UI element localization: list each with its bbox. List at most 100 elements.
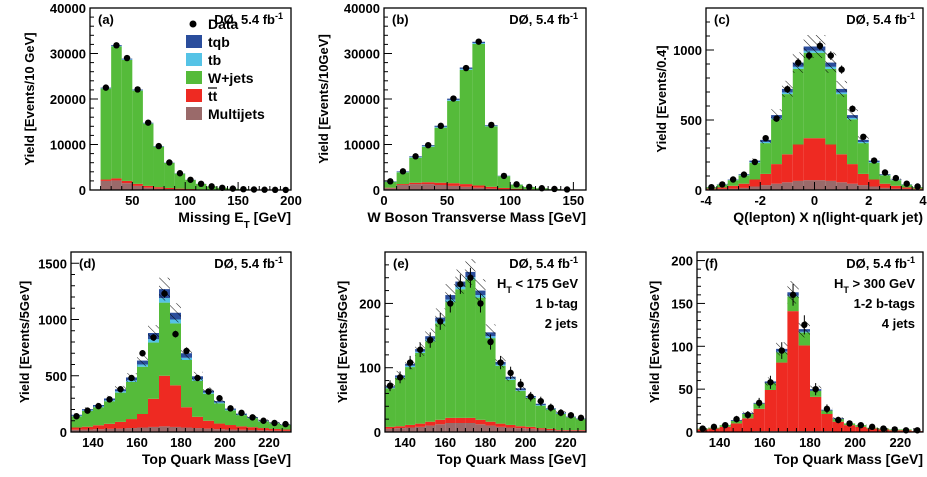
data-point bbox=[417, 347, 423, 353]
data-point bbox=[227, 405, 233, 411]
x-tick-label: 180 bbox=[170, 435, 192, 450]
experiment-label: DØ, 5.4 fb-1 bbox=[846, 255, 915, 271]
panel-e: 140 160 180 200 2200100200Yield [Events/5GeV… bbox=[335, 252, 586, 467]
bar-multijets bbox=[455, 423, 465, 432]
bar-ttbar bbox=[847, 164, 858, 184]
panel-b: 0 50 100 150010000200003000040000Yield [Eve… bbox=[316, 1, 586, 225]
bar-ttbar bbox=[455, 418, 465, 423]
data-point bbox=[477, 300, 483, 306]
panel-tag: (e) bbox=[393, 256, 409, 271]
bar-ttbar bbox=[546, 429, 556, 430]
data-point bbox=[526, 184, 532, 190]
bar-multijets bbox=[415, 427, 425, 432]
bar-ttbar bbox=[258, 428, 269, 430]
data-point bbox=[230, 185, 236, 191]
bar-ttbar bbox=[132, 184, 143, 186]
data-point bbox=[73, 413, 79, 419]
data-point bbox=[501, 173, 507, 179]
bar-ttbar bbox=[804, 138, 815, 180]
data-point bbox=[400, 168, 406, 174]
data-point bbox=[507, 370, 513, 376]
y-tick-label: 10000 bbox=[50, 138, 86, 153]
bar-wjets bbox=[93, 407, 104, 425]
bar-ttbar bbox=[447, 183, 460, 186]
data-point bbox=[166, 159, 172, 165]
legend-label-multijets: Multijets bbox=[208, 106, 265, 122]
uncertainty-band bbox=[170, 303, 181, 322]
legend-marker-data bbox=[190, 21, 197, 28]
bar-ttbar bbox=[126, 419, 137, 428]
ht-symbol: H bbox=[834, 276, 843, 291]
ht-cut: < 175 GeV bbox=[512, 276, 578, 291]
y-axis-label: Yield [Events/5GeV] bbox=[647, 281, 662, 403]
bar-wjets bbox=[214, 403, 225, 423]
x-tick-label: -2 bbox=[754, 193, 766, 208]
data-point bbox=[271, 420, 277, 426]
data-point bbox=[447, 300, 453, 306]
bar-wjets bbox=[415, 353, 425, 424]
data-point bbox=[427, 337, 433, 343]
bar-multijets bbox=[111, 180, 122, 190]
y-tick-label: 40000 bbox=[344, 1, 380, 16]
data-point bbox=[568, 412, 574, 418]
bar-ttbar bbox=[385, 427, 395, 429]
bar-wjets bbox=[137, 367, 148, 414]
data-point bbox=[730, 176, 736, 182]
bar-multijets bbox=[771, 184, 782, 190]
bar-wjets bbox=[153, 147, 164, 187]
cut-annotation: HT > 300 GeV bbox=[834, 276, 915, 295]
bar-ttbar bbox=[422, 182, 435, 184]
bar-wjets bbox=[804, 53, 815, 138]
y-axis-label: Yield [Events/0.4] bbox=[654, 45, 669, 152]
btag-annotation: 1 b-tag bbox=[535, 296, 578, 311]
x-tick-label: 0 bbox=[380, 193, 387, 208]
bar-multijets bbox=[793, 181, 804, 190]
experiment-name: DØ, 5.4 fb bbox=[214, 256, 275, 271]
x-axis-label: Q(lepton) X η(light-quark jet) bbox=[733, 209, 923, 225]
bar-wjets bbox=[203, 394, 214, 421]
data-point bbox=[846, 420, 852, 426]
bar-wjets bbox=[506, 380, 516, 425]
bar-ttbar bbox=[175, 189, 186, 190]
data-point bbox=[538, 398, 544, 404]
bar-multijets bbox=[397, 185, 410, 190]
bar-ttbar bbox=[143, 186, 154, 188]
bar-multijets bbox=[847, 184, 858, 190]
bar-ttbar bbox=[397, 184, 410, 185]
bar-ttbar bbox=[104, 424, 115, 429]
bar-wjets bbox=[793, 69, 804, 145]
bar-ttbar bbox=[901, 187, 912, 188]
x-tick-label: 180 bbox=[475, 435, 497, 450]
data-point bbox=[835, 417, 841, 423]
bar-multijets bbox=[475, 424, 485, 432]
y-tick-label: 500 bbox=[45, 369, 67, 384]
data-point bbox=[880, 425, 886, 431]
data-point bbox=[450, 95, 456, 101]
bar-ttbar bbox=[760, 174, 771, 185]
legend-label-ttbar: tt bbox=[208, 88, 218, 104]
bar-wjets bbox=[435, 323, 445, 419]
bar-wjets bbox=[126, 382, 137, 419]
bar-multijets bbox=[148, 427, 159, 432]
bar-multijets bbox=[170, 427, 181, 432]
data-point bbox=[828, 52, 834, 58]
bar-wjets bbox=[546, 410, 556, 429]
bar-wjets bbox=[486, 338, 496, 422]
y-tick-label: 30000 bbox=[344, 47, 380, 62]
bar-ttbar bbox=[170, 385, 181, 427]
bar-wjets bbox=[101, 89, 112, 180]
uncertainty-band bbox=[836, 81, 847, 97]
x-tick-label: 200 bbox=[515, 435, 537, 450]
bar-ttbar bbox=[460, 184, 473, 187]
data-point bbox=[752, 159, 758, 165]
data-point bbox=[412, 153, 418, 159]
x-tick-label: 200 bbox=[280, 193, 302, 208]
bar-ttbar bbox=[472, 185, 485, 187]
ht-cut: > 300 GeV bbox=[849, 276, 915, 291]
bar-ttbar bbox=[742, 418, 753, 432]
lumi-exponent: -1 bbox=[570, 255, 578, 265]
x-tick-label: 150 bbox=[563, 193, 585, 208]
data-point bbox=[106, 396, 112, 402]
bar-wjets bbox=[115, 393, 126, 422]
bar-wjets bbox=[516, 391, 526, 426]
